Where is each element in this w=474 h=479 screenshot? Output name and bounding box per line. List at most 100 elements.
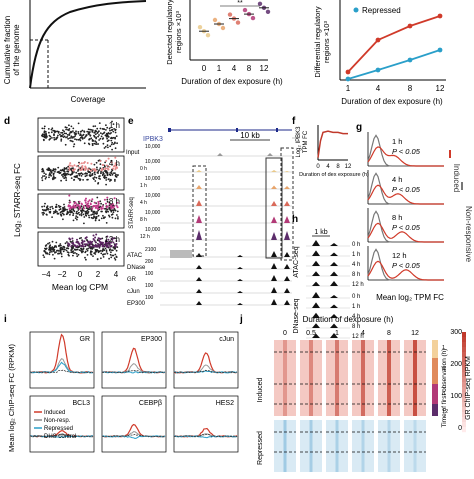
d-point-induced <box>77 242 80 245</box>
d-point <box>86 249 89 252</box>
d-point-induced <box>87 200 90 203</box>
e-gene: IPBK3 <box>143 136 163 143</box>
j-colorbar-step <box>462 337 466 343</box>
d-point <box>46 252 49 255</box>
e-track-peak <box>237 303 243 305</box>
d-point <box>44 177 47 180</box>
d-scatter-panels: 1 h 4 h 8 h 12 h <box>37 117 125 267</box>
d-point <box>80 237 82 239</box>
d-point <box>43 250 46 252</box>
d-point-induced <box>96 207 99 210</box>
d-point <box>88 214 90 217</box>
d-point-induced <box>110 207 113 210</box>
d-point <box>43 175 46 177</box>
d-point <box>96 211 98 213</box>
d-point <box>70 174 72 176</box>
d-point <box>73 131 76 134</box>
d-point-induced <box>83 243 86 246</box>
d-point <box>78 245 80 248</box>
d-point <box>106 126 109 129</box>
d-point <box>105 129 107 131</box>
d-point <box>61 131 64 134</box>
d-point <box>45 173 47 176</box>
c-series-point <box>345 69 351 75</box>
d-point <box>49 206 52 209</box>
i-curve-dhs <box>101 369 166 374</box>
d-point <box>72 214 74 217</box>
e-starr-peak <box>271 216 277 223</box>
d-point-induced <box>101 205 104 208</box>
d-point <box>41 205 43 208</box>
e-track-peak <box>196 301 202 305</box>
e-starr-time: 8 h <box>140 217 147 223</box>
d-point <box>99 167 102 170</box>
j-colorbar-title: GR ChIP-seq RPKM <box>465 356 472 420</box>
d-point <box>110 251 112 254</box>
d-point <box>115 173 117 176</box>
e-track-peak <box>237 291 243 293</box>
d-point <box>62 218 64 221</box>
d-point <box>98 250 101 253</box>
e-track-label: DNase <box>127 265 146 271</box>
d-point <box>53 210 55 213</box>
e-track-peak <box>284 288 290 293</box>
d-point <box>107 210 109 213</box>
d-point <box>48 172 51 175</box>
h-time-label: 12 h <box>352 282 364 288</box>
d-point <box>82 249 84 251</box>
d-point <box>42 254 45 257</box>
j-firstobs-title: Time of first observation (h) <box>441 349 448 428</box>
d-point <box>66 241 68 243</box>
d-point-induced <box>99 242 102 245</box>
h-peak <box>330 271 338 276</box>
d-point-induced <box>100 206 102 209</box>
d-point <box>76 255 79 258</box>
d-point-induced <box>115 164 118 166</box>
j-time-label: 0.5 <box>306 330 316 337</box>
d-point <box>98 134 100 136</box>
d-point-induced <box>114 167 117 170</box>
d-point <box>95 176 98 179</box>
d-point <box>107 146 109 149</box>
j-cell-repressed <box>326 420 348 472</box>
d-point-induced <box>110 244 113 247</box>
d-point <box>51 247 53 250</box>
d-point <box>83 137 86 139</box>
d-point <box>88 138 91 140</box>
i-legend-item: Non-resp. <box>44 418 71 424</box>
d-point <box>63 132 66 135</box>
e-starr-peak <box>196 170 202 172</box>
d-point <box>49 249 52 251</box>
d-point <box>89 208 91 210</box>
j-peak-stripe <box>387 340 391 416</box>
i-panel-title: CEBPβ <box>139 400 162 407</box>
d-point-induced <box>98 245 101 248</box>
d-point <box>90 129 93 131</box>
d-point-induced <box>89 240 92 243</box>
d-point <box>53 168 55 171</box>
panel-letter-e: e <box>128 116 134 127</box>
d-point-induced <box>91 245 94 248</box>
d-point <box>103 217 105 220</box>
d-point <box>76 218 78 221</box>
i-curve-dhs <box>173 369 238 374</box>
d-point <box>51 216 53 219</box>
d-point <box>109 172 112 174</box>
d-point <box>108 127 111 130</box>
d-point <box>107 139 110 142</box>
j-cell-repressed <box>404 420 426 472</box>
h-dnase-label: DNase-seq <box>293 298 300 333</box>
d-point <box>85 134 88 136</box>
j-colorbar-step <box>462 372 466 378</box>
d-point-induced <box>114 245 117 248</box>
d-point <box>102 173 104 176</box>
d-point <box>97 170 100 173</box>
d-point <box>108 257 110 260</box>
d-point <box>43 172 46 175</box>
d-point <box>115 249 118 252</box>
h-peak <box>312 240 320 246</box>
d-point <box>70 130 72 133</box>
d-point <box>60 179 62 182</box>
d-time-label: 1 h <box>109 121 120 130</box>
d-point <box>111 128 114 131</box>
